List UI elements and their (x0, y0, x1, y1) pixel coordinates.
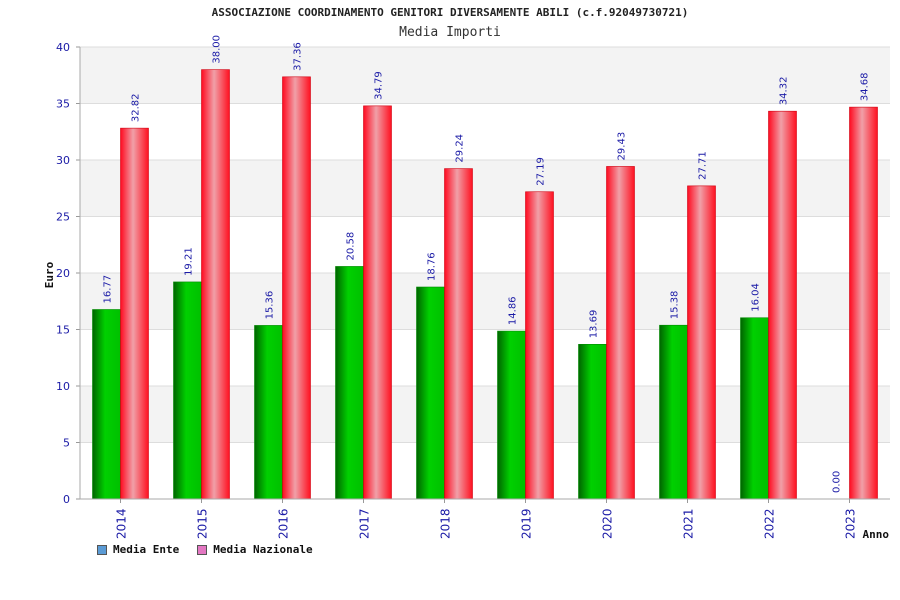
data-label: 29.43 (617, 132, 628, 161)
bar-media-nazionale-2023 (849, 106, 878, 500)
bar-media-nazionale-2016 (282, 76, 311, 500)
x-tick-label: 2014 (115, 508, 129, 539)
legend-swatch (97, 544, 107, 555)
y-tick-label: 40 (56, 41, 70, 54)
y-tick-label: 25 (56, 211, 70, 224)
data-label: 20.58 (346, 232, 357, 261)
y-axis-label: Euro (43, 261, 56, 288)
y-tick-label: 20 (56, 267, 70, 280)
y-tick-label: 35 (56, 98, 70, 111)
x-tick-label: 2016 (277, 508, 291, 539)
legend-item-media-nazionale: Media Nazionale (197, 543, 313, 556)
data-label: 38.00 (212, 35, 223, 64)
bar-media-ente-2014 (92, 309, 121, 500)
bar-media-nazionale-2018 (444, 168, 473, 500)
data-label: 27.71 (698, 151, 709, 180)
bar-media-ente-2021 (659, 324, 688, 500)
data-label: 16.04 (751, 283, 762, 312)
x-tick-label: 2021 (682, 508, 696, 539)
x-tick-label: 2019 (520, 508, 534, 539)
bar-media-ente-2017 (335, 266, 364, 500)
bar-media-ente-2016 (254, 325, 283, 500)
chart-subtitle: Media Importi (399, 25, 501, 40)
data-label: 32.82 (131, 93, 142, 122)
legend: Media Ente Media Nazionale (97, 543, 313, 556)
legend-item-media-ente: Media Ente (97, 543, 179, 556)
data-label: 34.79 (374, 71, 385, 100)
x-tick-label: 2020 (601, 508, 615, 539)
x-tick-label: 2015 (196, 508, 210, 539)
bar-media-nazionale-2020 (606, 166, 635, 500)
data-label: 29.24 (455, 134, 466, 163)
bar-media-ente-2019 (497, 330, 526, 500)
y-tick-label: 5 (63, 437, 70, 450)
bar-media-nazionale-2019 (525, 191, 554, 500)
bar-media-ente-2022 (740, 317, 769, 500)
bar-media-nazionale-2022 (768, 110, 797, 500)
bar-media-nazionale-2017 (363, 105, 392, 500)
legend-swatch (197, 544, 208, 555)
data-label: 15.38 (670, 291, 681, 320)
legend-label: Media Nazionale (213, 543, 313, 556)
data-label: 19.21 (184, 247, 195, 276)
x-axis-label: Anno (863, 528, 890, 541)
y-tick-label: 0 (63, 493, 70, 506)
bar-media-nazionale-2021 (687, 185, 716, 500)
data-label: 34.32 (779, 77, 790, 106)
bar-media-ente-2018 (416, 286, 445, 500)
bar-media-nazionale-2015 (201, 69, 230, 500)
bars: 16.77 32.82 19.21 38.00 15.36 37.36 20.58 34.79… (92, 35, 878, 500)
bar-media-ente-2020 (578, 344, 607, 500)
legend-label: Media Ente (113, 543, 180, 556)
y-axis: 0 5 10 15 20 25 30 35 40 (56, 41, 81, 506)
x-tick-label: 2022 (763, 508, 777, 539)
y-tick-label: 10 (56, 380, 70, 393)
y-tick-label: 15 (56, 324, 70, 337)
chart-title: ASSOCIAZIONE COORDINAMENTO GENITORI DIVE… (211, 6, 689, 19)
data-label: 16.77 (103, 275, 114, 304)
x-tick-label: 2017 (358, 508, 372, 539)
x-tick-label: 2023 (844, 508, 858, 539)
x-axis: 2014 2015 2016 2017 2018 2019 2020 2021 2022 2023 (80, 498, 890, 539)
data-label: 15.36 (265, 291, 276, 320)
data-label: 18.76 (427, 252, 438, 281)
x-tick-label: 2018 (439, 508, 453, 539)
bar-media-nazionale-2014 (120, 127, 149, 500)
data-label: 13.69 (589, 310, 600, 339)
bar-media-ente-2015 (173, 281, 202, 500)
data-label: 27.19 (536, 157, 547, 186)
y-tick-label: 30 (56, 154, 70, 167)
data-label: 34.68 (860, 72, 871, 101)
data-label: 37.36 (293, 42, 304, 71)
data-label: 0.00 (832, 471, 843, 493)
data-label: 14.86 (508, 296, 519, 325)
